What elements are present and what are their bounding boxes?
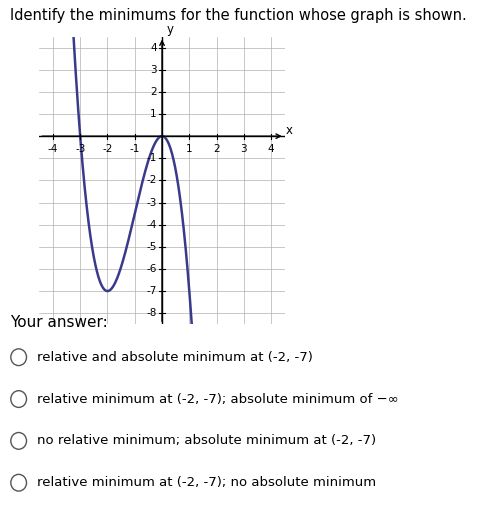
Text: -8: -8 [146,308,157,318]
Text: 3: 3 [241,144,247,154]
Text: no relative minimum; absolute minimum at (-2, -7): no relative minimum; absolute minimum at… [37,435,376,447]
Text: -5: -5 [146,242,157,252]
Text: 2: 2 [213,144,220,154]
Text: -7: -7 [146,286,157,296]
Text: 1: 1 [186,144,192,154]
Text: x: x [286,124,293,137]
Text: 4: 4 [150,43,157,53]
Text: -2: -2 [102,144,112,154]
Text: y: y [167,22,174,36]
Text: -1: -1 [146,153,157,163]
Text: -2: -2 [146,175,157,186]
Text: relative and absolute minimum at (-2, -7): relative and absolute minimum at (-2, -7… [37,351,313,363]
Text: relative minimum at (-2, -7); no absolute minimum: relative minimum at (-2, -7); no absolut… [37,476,376,489]
Text: -4: -4 [146,220,157,230]
Text: -3: -3 [146,198,157,208]
Text: -6: -6 [146,264,157,274]
Text: -4: -4 [48,144,58,154]
Text: 3: 3 [150,65,157,75]
Text: -3: -3 [75,144,85,154]
Text: Your answer:: Your answer: [10,315,108,331]
Text: relative minimum at (-2, -7); absolute minimum of −∞: relative minimum at (-2, -7); absolute m… [37,393,399,405]
Text: 2: 2 [150,87,157,97]
Text: -1: -1 [130,144,140,154]
Text: 1: 1 [150,109,157,119]
Text: 4: 4 [268,144,274,154]
Text: Identify the minimums for the function whose graph is shown.: Identify the minimums for the function w… [10,8,466,23]
